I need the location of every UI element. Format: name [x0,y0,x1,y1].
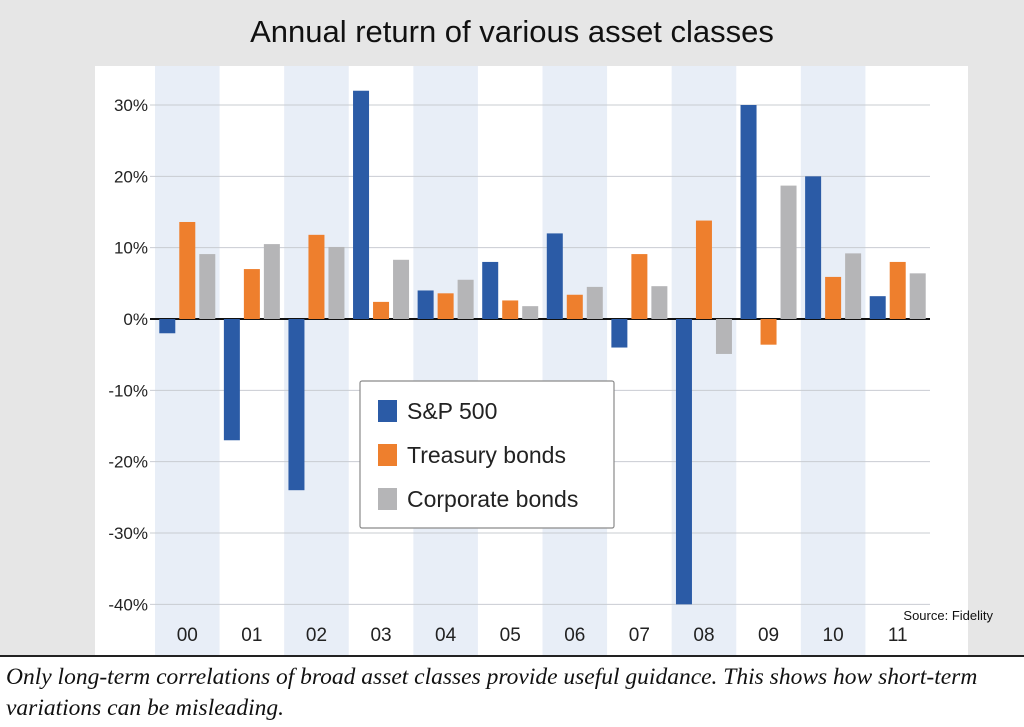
bar [482,261,499,319]
bar [546,233,563,319]
x-category-label: 03 [370,625,391,646]
legend-label: S&P 500 [407,398,497,424]
legend-swatch [378,444,397,466]
legend-label: Treasury bonds [407,442,566,468]
bar [373,301,390,319]
y-tick-label: -10% [108,381,148,400]
x-category-label: 04 [435,625,457,646]
column-band [413,66,478,655]
bar [353,90,370,319]
bar [760,319,777,345]
x-category-label: 11 [888,625,908,646]
bar [825,276,842,319]
y-tick-label: 0% [123,310,148,329]
bar [889,261,906,319]
bar [631,254,648,319]
bar [417,290,434,319]
y-tick-label: -40% [108,595,148,614]
column-band [542,66,608,655]
bar [457,279,474,319]
column-band [155,66,220,655]
bar [869,296,886,319]
x-category-label: 01 [241,625,262,646]
bar [437,293,454,319]
bar [502,300,519,319]
bar [651,286,668,319]
x-category-label: 08 [693,625,714,646]
x-category-label: 06 [564,625,585,646]
legend: S&P 500 Treasury bonds Corporate bonds [359,380,615,529]
bar [780,185,797,319]
legend-swatch [378,400,397,422]
y-tick-label: 30% [114,96,148,115]
divider [0,655,1024,657]
chart-figure: Annual return of various asset classes 3… [0,0,1024,655]
y-tick-label: -30% [108,524,148,543]
y-tick-label: -20% [108,453,148,472]
bar [805,176,822,319]
x-category-label: 09 [758,625,779,646]
bar [695,220,712,319]
column-band [800,66,866,655]
bar [675,319,692,605]
bar [522,306,539,319]
source-note: Source: Fidelity [903,608,993,623]
bar [909,273,926,319]
legend-box [359,380,615,529]
x-category-label: 02 [306,625,327,646]
y-tick-label: 10% [114,239,148,258]
bar [328,246,345,319]
bar [740,105,757,319]
bar [179,221,196,319]
bar [243,269,260,319]
bar [566,294,583,319]
bar [159,319,176,334]
bar [715,319,732,354]
caption: Only long-term correlations of broad ass… [6,664,978,721]
bar-chart: 30% 20% 10% 0% -10% -20% -30% -40% 00 01 02 03 04 05… [95,66,968,655]
bar [288,319,305,491]
legend-swatch [378,488,397,510]
bar [223,319,240,441]
bar [393,259,410,319]
x-category-label: 05 [500,625,521,646]
x-category-label: 10 [823,625,844,646]
x-category-label: 07 [629,625,650,646]
y-tick-label: 20% [114,167,148,186]
bar [611,319,628,348]
x-category-label: 00 [177,625,198,646]
bar [845,253,862,319]
chart-title: Annual return of various asset classes [250,14,774,49]
bar [308,234,325,319]
bar [199,254,216,319]
bar [586,286,603,319]
legend-label: Corporate bonds [407,486,578,512]
bar [263,244,280,319]
